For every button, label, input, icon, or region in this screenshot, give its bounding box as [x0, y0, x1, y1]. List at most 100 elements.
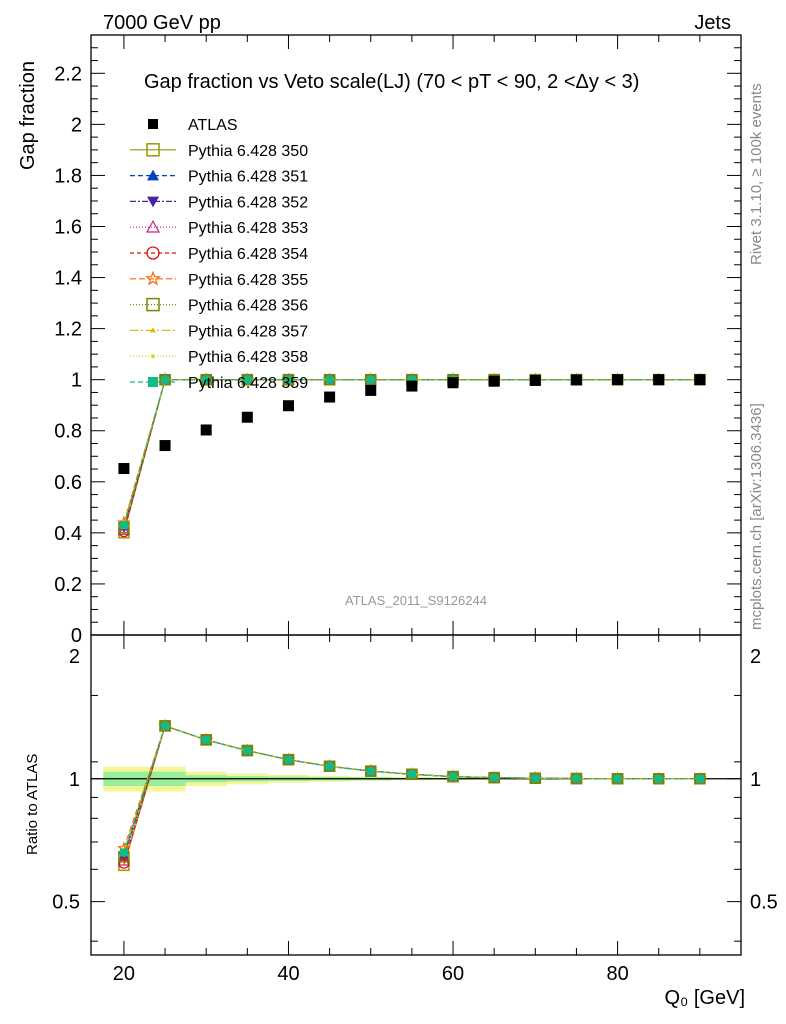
marker-shape	[161, 721, 170, 730]
energy-label: 7000 GeV pp	[103, 12, 221, 34]
marker-shape	[119, 521, 128, 530]
marker-shape	[202, 735, 211, 744]
series-marker	[531, 774, 540, 783]
marker-shape	[490, 773, 499, 782]
marker-shape	[159, 720, 171, 732]
marker-shape	[119, 848, 128, 857]
y-tick-label: 0	[71, 625, 82, 647]
data-point	[529, 374, 541, 386]
series-line-main	[123, 379, 700, 526]
y-tick-label: 1.8	[54, 165, 82, 187]
series-marker	[449, 772, 458, 781]
ratio-tick-label-right: 0.5	[750, 892, 778, 914]
x-tick-label: 60	[442, 963, 464, 985]
process-label: Jets	[694, 12, 731, 34]
series-marker	[241, 744, 254, 757]
legend-label: ATLAS	[188, 117, 238, 134]
series-marker	[325, 375, 334, 384]
data-point	[324, 391, 336, 403]
series-marker	[364, 765, 377, 777]
marker-shape	[695, 774, 704, 783]
series-marker	[147, 196, 159, 208]
series-marker	[161, 375, 170, 384]
y-tick-label: 0.2	[54, 574, 82, 596]
series-marker	[118, 857, 130, 869]
ratio-tick-label-left: 0.5	[52, 892, 80, 914]
marker-shape	[531, 774, 540, 783]
x-tick-label: 80	[606, 963, 628, 985]
y-tick-label: 0.8	[54, 421, 82, 443]
series-marker	[366, 767, 375, 776]
legend-label: Pythia 6.428 355	[188, 272, 308, 289]
ratio-tick-label-right: 2	[750, 646, 761, 668]
marker-shape	[654, 774, 663, 783]
x-axis-label: Q₀ [GeV]	[664, 987, 745, 1009]
series-marker	[147, 169, 159, 181]
series-marker	[284, 375, 293, 384]
series-line-main	[123, 379, 700, 526]
marker-shape	[407, 375, 416, 384]
legend-label: Pythia 6.428 359	[188, 375, 308, 392]
data-point	[365, 384, 377, 396]
series-marker	[572, 774, 581, 783]
series-line-main	[123, 379, 700, 531]
ratio-panel: 20 40 60 80 0.5 0.5 1 1 2 2	[52, 634, 778, 985]
y-tick-label: 1.6	[54, 216, 82, 238]
legend-label: Pythia 6.428 356	[188, 298, 308, 315]
series-marker	[150, 327, 156, 333]
legend-label: Pythia 6.428 353	[188, 220, 308, 237]
ratio-y-axis-label: Ratio to ATLAS	[24, 754, 41, 855]
marker-shape	[146, 297, 160, 312]
legend-label: Pythia 6.428 358	[188, 349, 308, 366]
data-point	[282, 400, 294, 412]
series-marker	[490, 773, 499, 782]
series-marker	[146, 143, 160, 157]
data-point	[118, 463, 130, 475]
series-line-ratio	[123, 725, 700, 864]
y-tick-label: 0.4	[54, 523, 82, 545]
series-marker	[284, 755, 293, 764]
chart-title: Gap fraction vs Veto scale(LJ) (70 < pT …	[144, 71, 639, 93]
y-tick-label: 2.2	[54, 63, 82, 85]
marker-shape	[243, 746, 252, 755]
series-marker	[148, 377, 158, 387]
data-point	[241, 411, 253, 423]
series-marker	[117, 524, 130, 535]
ratio-tick-label-right: 1	[750, 769, 761, 791]
data-point	[200, 424, 212, 436]
y-axis-label: Gap fraction	[17, 61, 39, 170]
series-marker	[243, 746, 252, 755]
marker-shape	[145, 270, 161, 286]
series-marker	[145, 270, 161, 286]
legend-label: Pythia 6.428 350	[188, 143, 308, 160]
series-marker	[366, 375, 375, 384]
legend-label: Pythia 6.428 352	[188, 194, 308, 211]
marker-shape	[241, 744, 254, 757]
series-line-ratio	[123, 725, 700, 866]
marker-shape	[117, 524, 130, 535]
series-marker	[151, 354, 155, 359]
series-marker	[407, 770, 416, 779]
marker-shape	[325, 762, 334, 771]
marker-shape	[148, 377, 158, 387]
marker-shape	[366, 767, 375, 776]
legend-label: Pythia 6.428 354	[188, 246, 308, 263]
watermark-label: ATLAS_2011_S9126244	[345, 593, 487, 608]
marker-shape	[243, 375, 252, 384]
data-point	[447, 377, 459, 389]
y-tick-label: 1	[71, 370, 82, 392]
main-panel: 0 0.2 0.4 0.6 0.8 1 1.2 1.4 1.6 1.8 2 2.2	[54, 34, 742, 647]
marker-shape	[613, 774, 622, 783]
marker-shape	[407, 770, 416, 779]
series-marker	[243, 375, 252, 384]
series-line-main	[123, 379, 700, 534]
series-marker	[119, 521, 128, 530]
marker-shape	[146, 246, 160, 260]
marker-shape	[200, 734, 212, 746]
y-tick-label: 1.4	[54, 268, 82, 290]
data-point	[612, 374, 624, 386]
series-line-main	[123, 379, 700, 528]
data-point	[159, 440, 171, 452]
marker-shape	[366, 375, 375, 384]
marker-shape	[150, 327, 156, 333]
